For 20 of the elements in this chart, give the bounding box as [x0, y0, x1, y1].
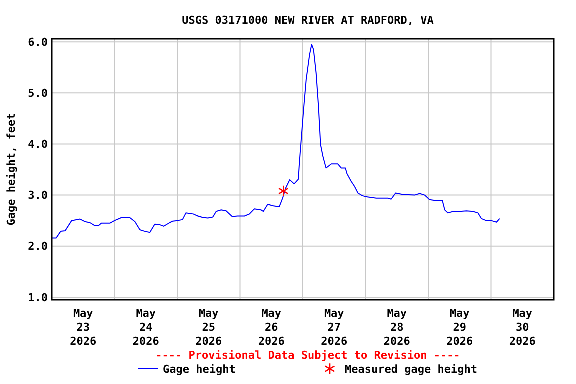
- line-series: [52, 44, 500, 239]
- y-tick-label: 1.0: [28, 291, 48, 304]
- x-tick-label: May 25 2026: [196, 307, 222, 348]
- x-tick-label: May 28 2026: [384, 307, 411, 348]
- y-axis-title: Gage height, feet: [5, 113, 18, 226]
- x-tick-label: May 30 2026: [509, 307, 536, 348]
- y-tick-label: 6.0: [28, 36, 48, 49]
- x-tick-label: May 29 2026: [446, 307, 474, 348]
- x-tick-label: May 27 2026: [321, 307, 348, 348]
- text: ---- Provisional Data Subject to Revision ----: [156, 349, 460, 362]
- x-tick-label: May 23 2026: [70, 307, 97, 348]
- y-tick-label: 3.0: [28, 189, 48, 202]
- legend-label: Measured gage height: [345, 363, 478, 376]
- x-tick-label: May 24 2026: [132, 307, 160, 348]
- chart-title: USGS 03171000 NEW RIVER AT RADFORD, VA: [182, 14, 434, 27]
- legend-label: Gage height: [163, 363, 236, 376]
- y-tick-label: 5.0: [28, 86, 48, 100]
- y-tick-label: 4.0: [28, 138, 48, 152]
- x-tick-label: May 26 2026: [258, 307, 286, 348]
- y-tick-label: 2.0: [28, 240, 48, 254]
